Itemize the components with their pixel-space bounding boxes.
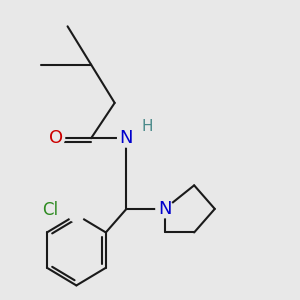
Text: N: N	[120, 129, 133, 147]
Circle shape	[69, 207, 84, 222]
Text: N: N	[158, 200, 172, 218]
Circle shape	[156, 200, 174, 218]
Text: Cl: Cl	[43, 201, 59, 219]
Circle shape	[47, 129, 64, 147]
Text: O: O	[49, 129, 63, 147]
Text: H: H	[141, 119, 153, 134]
Circle shape	[118, 129, 135, 147]
